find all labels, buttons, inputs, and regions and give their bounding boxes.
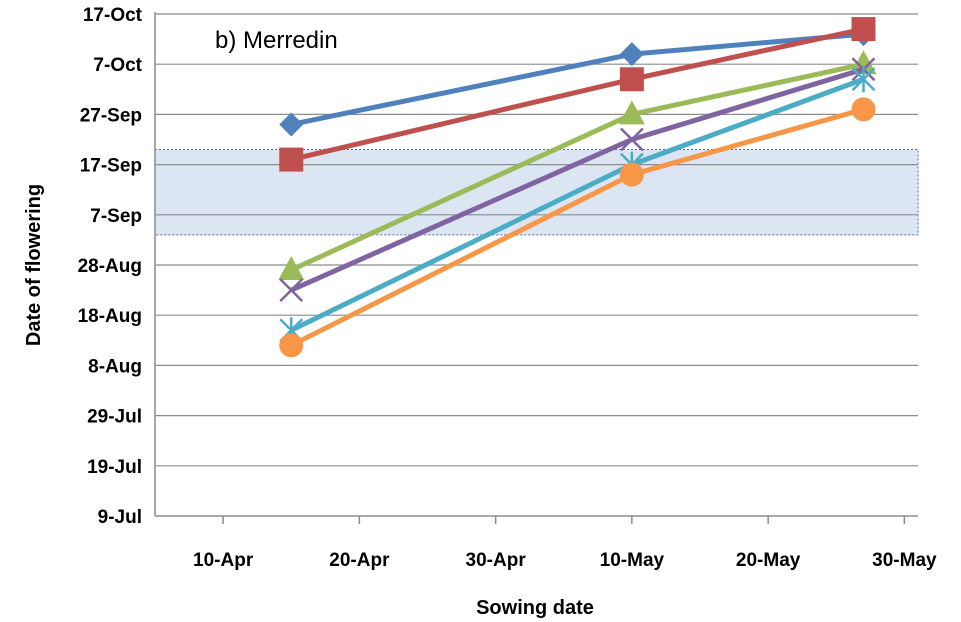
x-marker [279, 278, 304, 302]
x-tick-label: 10-Apr [193, 550, 254, 571]
y-tick-label: 18-Aug [78, 306, 142, 327]
y-tick-labels: 9-Jul 19-Jul 29-Jul 8-Aug 18-Aug 28-Aug 7-Sep 1… [78, 5, 143, 528]
diamond-marker [619, 42, 644, 67]
star-marker [851, 66, 876, 93]
square-marker [619, 67, 644, 92]
y-tick-label: 7-Oct [93, 55, 142, 76]
gridlines [155, 13, 918, 467]
y-tick-label: 19-Jul [87, 457, 142, 478]
series-3 [278, 50, 877, 281]
chart-annotation: b) Merredin [215, 27, 338, 54]
y-tick-label: 8-Aug [88, 356, 142, 377]
x-tick-label: 10-May [600, 550, 665, 571]
series-6 [279, 97, 876, 358]
x-marker [619, 127, 644, 152]
y-axis-title: Date of flowering [23, 184, 45, 346]
y-tick-label: 17-Sep [80, 156, 142, 177]
square-marker [279, 147, 304, 172]
y-tick-label: 17-Oct [83, 5, 143, 26]
y-tick-label: 28-Aug [78, 256, 142, 277]
series-layer [278, 17, 877, 358]
diamond-marker [279, 112, 304, 137]
circle-marker [619, 162, 644, 187]
x-tick-label: 20-May [736, 550, 801, 571]
square-marker [851, 17, 876, 42]
triangle-marker [618, 100, 645, 125]
y-tick-label: 9-Jul [98, 507, 142, 528]
y-tick-label: 27-Sep [80, 105, 142, 126]
x-tick-label: 30-May [872, 550, 937, 571]
triangle-marker [850, 50, 877, 75]
x-axis-title: Sowing date [476, 597, 594, 619]
y-tick-label: 7-Sep [90, 206, 142, 227]
y-tick-label: 29-Jul [87, 407, 142, 428]
axes [154, 12, 918, 524]
x-tick-label: 30-Apr [466, 550, 527, 571]
x-tick-label: 20-Apr [329, 550, 390, 571]
circle-marker [851, 97, 876, 122]
triangle-marker [278, 256, 305, 281]
series-2 [279, 17, 876, 172]
circle-marker [279, 333, 304, 358]
x-tick-labels: 10-Apr 20-Apr 30-Apr 10-May 20-May 30-May [193, 550, 937, 571]
